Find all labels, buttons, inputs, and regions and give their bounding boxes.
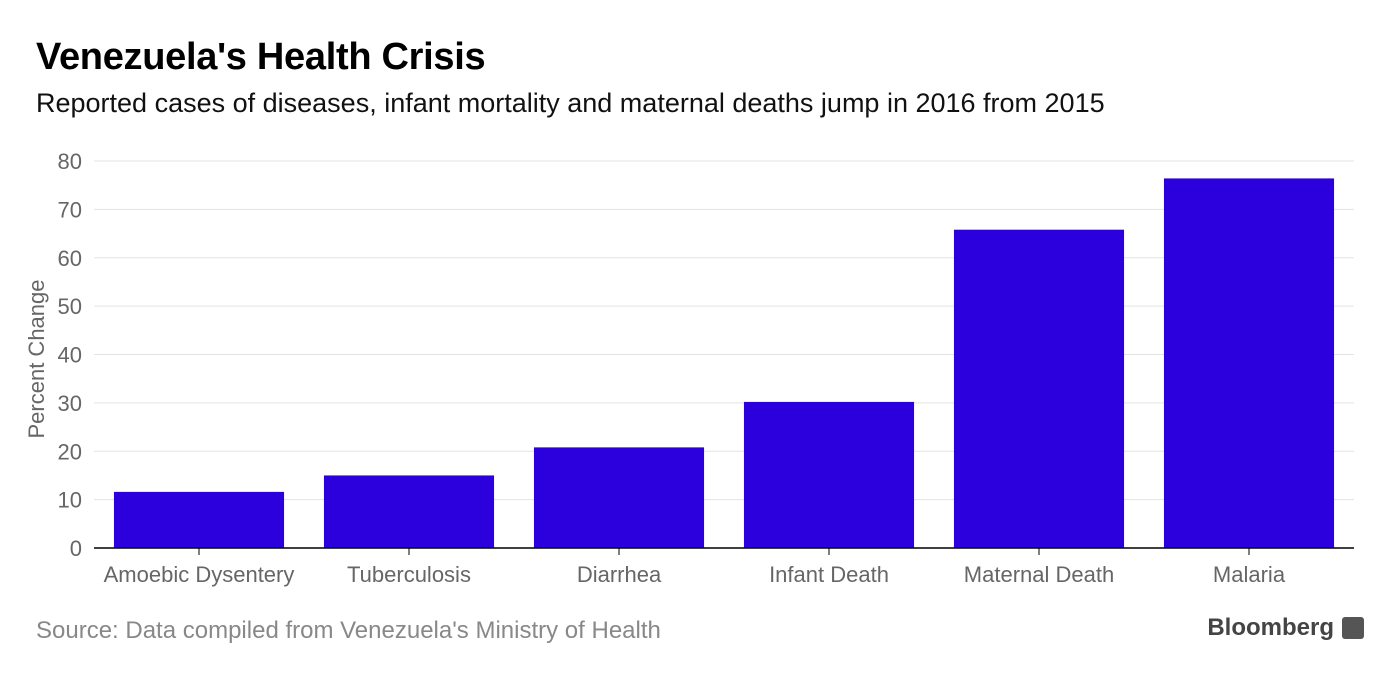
bar xyxy=(533,447,705,548)
y-tick-label: 40 xyxy=(58,343,82,368)
bars xyxy=(113,178,1335,549)
bar xyxy=(323,475,495,548)
chart-subtitle: Reported cases of diseases, infant morta… xyxy=(36,88,1105,118)
brand-mark: Bloomberg xyxy=(1207,614,1364,642)
bar xyxy=(953,229,1125,548)
y-tick-label: 0 xyxy=(70,536,82,561)
x-axis xyxy=(94,547,1354,555)
y-tick-label: 60 xyxy=(58,246,82,271)
y-axis-label: Percent Change xyxy=(24,280,49,439)
x-tick-label: Malaria xyxy=(1213,562,1286,587)
y-tick-label: 50 xyxy=(58,294,82,319)
bloomberg-logo-icon xyxy=(1342,617,1364,639)
x-tick-labels: Amoebic Dysentery Tuberculosis Diarrhea Inf… xyxy=(104,562,1286,587)
chart-title: Venezuela's Health Crisis xyxy=(36,36,486,78)
bar xyxy=(113,491,285,548)
x-tick-label: Tuberculosis xyxy=(347,562,471,587)
y-tick-label: 10 xyxy=(58,488,82,513)
y-tick-label: 20 xyxy=(58,439,82,464)
x-tick-label: Diarrhea xyxy=(577,562,662,587)
x-tick-label: Infant Death xyxy=(769,562,889,587)
brand-name: Bloomberg xyxy=(1207,614,1334,641)
gridlines xyxy=(94,160,1354,501)
y-tick-labels: 0 10 20 30 40 50 60 70 80 xyxy=(58,149,82,561)
x-tick-label: Maternal Death xyxy=(964,562,1114,587)
source-note: Source: Data compiled from Venezuela's M… xyxy=(36,617,661,644)
bar xyxy=(743,401,915,548)
x-tick-label: Amoebic Dysentery xyxy=(104,562,295,587)
y-tick-label: 70 xyxy=(58,197,82,222)
bar xyxy=(1163,178,1335,549)
y-tick-label: 80 xyxy=(58,149,82,174)
y-tick-label: 30 xyxy=(58,391,82,416)
